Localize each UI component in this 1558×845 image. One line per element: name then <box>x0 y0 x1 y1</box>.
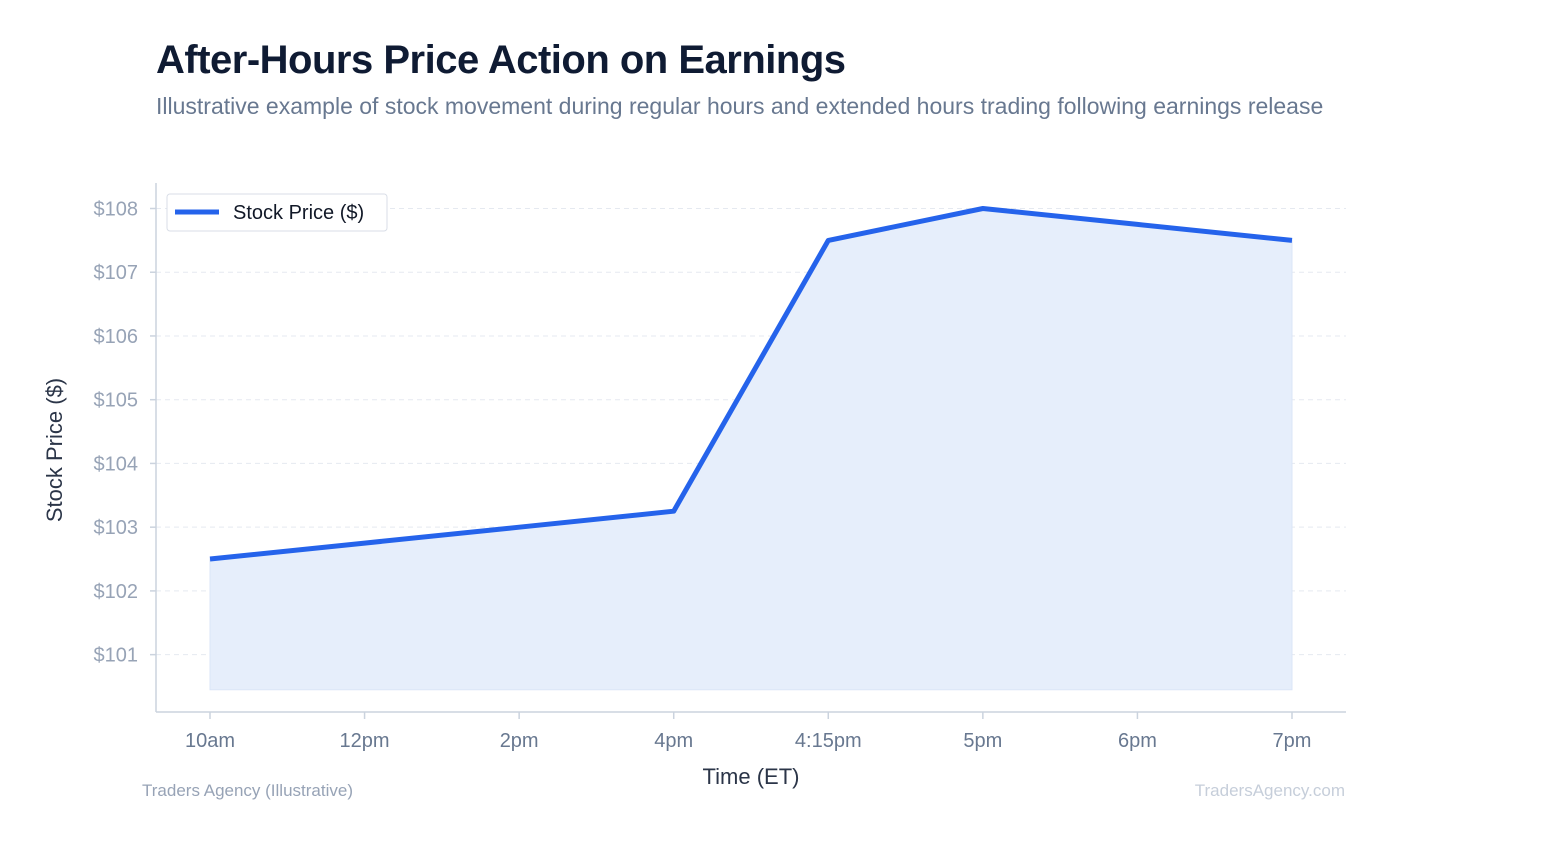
watermark: TradersAgency.com <box>1195 781 1345 800</box>
y-tick-label: $104 <box>94 453 139 475</box>
y-tick-label: $108 <box>94 198 139 220</box>
chart-title: After-Hours Price Action on Earnings <box>156 38 846 82</box>
source-note: Traders Agency (Illustrative) <box>142 781 353 800</box>
y-tick-label: $106 <box>94 326 139 348</box>
x-axis-title: Time (ET) <box>703 764 800 789</box>
x-tick-label: 10am <box>185 730 235 752</box>
x-tick-label: 5pm <box>963 730 1002 752</box>
price-series-line <box>209 206 1293 562</box>
legend-label: Stock Price ($) <box>233 202 364 224</box>
y-tick-label: $107 <box>94 262 139 284</box>
y-tick-label: $103 <box>94 517 139 539</box>
y-tick-label: $105 <box>94 390 139 412</box>
legend-box <box>166 193 388 232</box>
x-tick-label: 7pm <box>1273 730 1312 752</box>
x-tick-label: 12pm <box>340 730 390 752</box>
y-axis-title: Stock Price ($) <box>42 378 67 522</box>
chart-subtitle: Illustrative example of stock movement d… <box>156 93 1324 119</box>
y-axis-ticks: $101 $102 $103 $104 $105 $106 $107 $108 <box>94 198 156 667</box>
y-tick-label: $102 <box>94 581 139 603</box>
y-tick-label: $101 <box>94 645 139 667</box>
x-tick-label: 2pm <box>500 730 539 752</box>
x-axis-ticks: 10am 12pm 2pm 4pm 4:15pm 5pm 6pm 7pm <box>185 712 1311 752</box>
x-tick-label: 4:15pm <box>795 730 862 752</box>
x-tick-label: 4pm <box>654 730 693 752</box>
x-tick-label: 6pm <box>1118 730 1157 752</box>
axes <box>155 183 1346 713</box>
price-area-fill <box>209 207 1293 691</box>
legend: Stock Price ($) <box>166 193 388 232</box>
